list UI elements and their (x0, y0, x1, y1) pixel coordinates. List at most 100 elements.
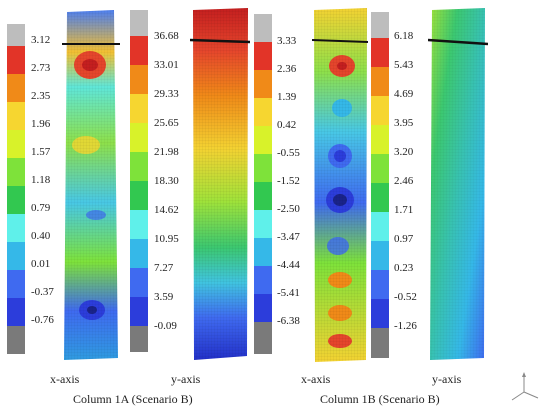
legend-column-1a-y-axis (130, 10, 148, 352)
legend-tick: 1.96 (31, 118, 51, 130)
legend-swatch (254, 154, 272, 182)
axis-label-column-1b-y: y-axis (432, 372, 462, 386)
legend-column-1a-x-axis (7, 24, 25, 354)
legend-tick: 18.30 (154, 175, 179, 187)
legend-tick: -4.44 (277, 259, 300, 271)
legend-tick: -0.09 (154, 320, 177, 332)
legend-swatch (371, 328, 389, 358)
legend-tick: 0.79 (31, 202, 51, 214)
column-1a-x-axis-contour (62, 10, 120, 360)
legend-swatch (130, 94, 148, 123)
legend-tick: 10.95 (154, 233, 179, 245)
legend-swatch (254, 126, 272, 154)
legend-tick: 0.97 (394, 233, 414, 245)
legend-swatch (254, 42, 272, 70)
legend-tick: 4.69 (394, 88, 414, 100)
legend-tick: -2.50 (277, 203, 300, 215)
legend-tick: 1.18 (31, 174, 51, 186)
legend-swatch (254, 322, 272, 354)
column-1b-x-axis-contour (312, 8, 368, 362)
legend-tick: 29.33 (154, 88, 179, 100)
legend-swatch (7, 186, 25, 214)
legend-tick: 2.36 (277, 63, 297, 75)
legend-tick: 33.01 (154, 59, 179, 71)
legend-swatch (254, 14, 272, 42)
legend-swatch (371, 12, 389, 38)
axis-label-column-1a-x: x-axis (50, 372, 80, 386)
legend-tick: 3.59 (154, 291, 174, 303)
legend-swatch (130, 36, 148, 65)
legend-swatch (371, 38, 389, 67)
legend-tick: 6.18 (394, 30, 414, 42)
axis-label-column-1b-x: x-axis (301, 372, 331, 386)
legend-tick: 0.40 (31, 230, 51, 242)
legend-swatch (254, 98, 272, 126)
legend-swatch (7, 326, 25, 354)
legend-swatch (254, 182, 272, 210)
legend-swatch (7, 46, 25, 74)
caption-column-1b: Column 1B (Scenario B) (320, 392, 440, 406)
legend-tick: 2.46 (394, 175, 414, 187)
legend-swatch (371, 125, 389, 154)
legend-swatch (130, 181, 148, 210)
legend-swatch (254, 210, 272, 238)
legend-tick: -0.52 (394, 291, 417, 303)
legend-swatch (254, 294, 272, 322)
legend-swatch (130, 152, 148, 181)
coordinate-triad-icon (506, 370, 542, 404)
legend-tick: 3.33 (277, 35, 297, 47)
legend-swatch (130, 239, 148, 268)
legend-tick: 1.57 (31, 146, 51, 158)
legend-swatch (7, 24, 25, 46)
legend-tick: 14.62 (154, 204, 179, 216)
column-1b-y-axis-contour (428, 8, 488, 360)
legend-tick: -3.47 (277, 231, 300, 243)
legend-swatch (130, 268, 148, 297)
legend-swatch (130, 210, 148, 239)
legend-tick: 0.42 (277, 119, 297, 131)
legend-tick: 1.71 (394, 204, 414, 216)
legend-swatch (371, 183, 389, 212)
caption-column-1a: Column 1A (Scenario B) (73, 392, 193, 406)
legend-tick: -1.26 (394, 320, 417, 332)
legend-swatch (130, 65, 148, 94)
legend-tick: -1.52 (277, 175, 300, 187)
legend-swatch (7, 130, 25, 158)
legend-swatch (7, 214, 25, 242)
legend-tick: 21.98 (154, 146, 179, 158)
legend-tick: 1.39 (277, 91, 297, 103)
column-1a-y-axis-contour (190, 8, 250, 360)
legend-swatch (254, 238, 272, 266)
legend-tick: 2.73 (31, 62, 51, 74)
legend-swatch (130, 297, 148, 326)
legend-tick: 3.95 (394, 117, 414, 129)
legend-swatch (7, 270, 25, 298)
legend-tick: -0.37 (31, 286, 54, 298)
legend-tick: 3.20 (394, 146, 414, 158)
legend-swatch (7, 102, 25, 130)
legend-tick: 36.68 (154, 30, 179, 42)
axis-label-column-1a-y: y-axis (171, 372, 201, 386)
legend-swatch (371, 154, 389, 183)
legend-swatch (130, 326, 148, 352)
legend-tick: 5.43 (394, 59, 414, 71)
legend-tick: 3.12 (31, 34, 51, 46)
legend-swatch (254, 70, 272, 98)
legend-tick: -6.38 (277, 315, 300, 327)
legend-tick: 7.27 (154, 262, 174, 274)
legend-tick: 2.35 (31, 90, 51, 102)
legend-swatch (7, 298, 25, 326)
legend-tick: -0.55 (277, 147, 300, 159)
legend-swatch (130, 10, 148, 36)
legend-tick: 0.01 (31, 258, 51, 270)
legend-swatch (371, 67, 389, 96)
legend-swatch (130, 123, 148, 152)
legend-swatch (371, 270, 389, 299)
legend-swatch (7, 242, 25, 270)
legend-tick: 0.23 (394, 262, 414, 274)
legend-swatch (254, 266, 272, 294)
legend-column-1b-y-axis (371, 12, 389, 358)
legend-swatch (371, 212, 389, 241)
legend-swatch (371, 96, 389, 125)
legend-column-1b-x-axis (254, 14, 272, 354)
